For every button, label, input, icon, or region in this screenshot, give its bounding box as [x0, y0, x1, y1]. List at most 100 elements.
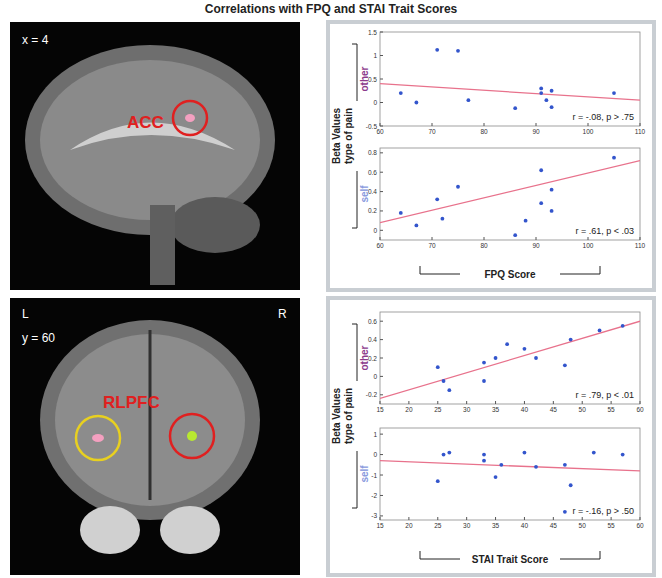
x-tick-label: 20: [405, 522, 413, 529]
x-tick: [611, 517, 612, 520]
point: [550, 105, 554, 109]
x-tick-label: 30: [463, 522, 471, 529]
x-tick-label: 60: [636, 406, 644, 413]
roi-circle: [170, 414, 214, 458]
cerebellum: [170, 197, 260, 253]
activation-blob: [185, 114, 195, 122]
brain-shape: [40, 320, 260, 520]
x-tick: [484, 237, 485, 240]
y-tick-label: 0.2: [368, 207, 377, 214]
x-tick: [582, 401, 583, 404]
point: [442, 379, 446, 383]
x-tick-label: 55: [607, 522, 615, 529]
point: [539, 168, 543, 172]
y-tick-label: -3: [371, 512, 377, 519]
x-tick: [484, 123, 485, 126]
x-tick-label: 15: [376, 522, 384, 529]
y-sublabel: type of pain: [343, 388, 354, 444]
figure-title: Correlations with FPQ and STAI Trait Sco…: [205, 2, 458, 16]
point: [447, 388, 451, 392]
x-tick: [640, 123, 641, 126]
scatter-chart: 15202530354045505560-3-2-101r = -.16, p …: [359, 428, 644, 529]
point: [563, 510, 567, 514]
y-tick: [380, 495, 383, 496]
annotation: r = .61, p < .03: [575, 226, 634, 236]
fit-line: [380, 161, 640, 223]
point: [569, 338, 573, 342]
x-tick-label: 50: [579, 406, 587, 413]
brain-bg: [10, 298, 300, 575]
point: [456, 185, 460, 189]
series-label: self: [359, 185, 370, 203]
brain-bg: [10, 22, 300, 290]
x-tick-label: 50: [579, 522, 587, 529]
activation-blob: [187, 431, 197, 441]
y-tick: [380, 102, 383, 103]
x-tick: [380, 401, 381, 404]
data-group: [380, 321, 640, 398]
y-tick: [380, 376, 383, 377]
y-tick: [380, 358, 383, 359]
x-tick-label: 35: [492, 522, 500, 529]
point: [550, 209, 554, 213]
plot-frame: [380, 32, 640, 126]
point: [563, 363, 567, 367]
x-tick: [588, 237, 589, 240]
point: [523, 347, 527, 351]
y-tick: [380, 434, 383, 435]
series-label: self: [359, 465, 370, 483]
point: [592, 451, 596, 455]
x-label: STAI Trait Score: [472, 554, 549, 565]
annotation: r = -.16, p > .50: [572, 506, 634, 516]
y-tick: [380, 515, 383, 516]
point: [415, 224, 419, 228]
brain-coronal: LRy = 60RLPFC: [10, 298, 300, 575]
roi-circle: [173, 101, 207, 135]
region-label: ACC: [127, 113, 164, 132]
scatter-chart: 15202530354045505560-0.200.20.40.6r = .7…: [359, 312, 644, 413]
scatter-chart: 6070809010011000.20.40.60.8r = .61, p < …: [359, 148, 646, 249]
point: [539, 201, 543, 205]
point: [545, 98, 549, 102]
bracket: [352, 44, 357, 228]
x-tick-label: 90: [532, 242, 540, 249]
y-tick: [380, 126, 383, 127]
x-tick: [495, 517, 496, 520]
x-tick: [432, 123, 433, 126]
point: [435, 197, 439, 201]
x-tick: [495, 401, 496, 404]
y-label: Beta Values: [331, 387, 342, 444]
point: [534, 465, 538, 469]
point: [436, 479, 440, 483]
y-tick-label: 0.6: [368, 169, 377, 176]
point: [482, 379, 486, 383]
point: [505, 342, 509, 346]
x-tick: [553, 517, 554, 520]
panel-frame: [328, 22, 654, 290]
y-tick-label: 0.8: [368, 149, 377, 156]
x-tick-label: 30: [463, 406, 471, 413]
point: [467, 98, 471, 102]
point: [598, 329, 602, 333]
point: [494, 356, 498, 360]
point: [482, 361, 486, 365]
y-tick: [380, 79, 383, 80]
x-tick-label: 110: [635, 128, 646, 135]
x-tick-label: 45: [550, 406, 558, 413]
x-tick: [437, 517, 438, 520]
point: [499, 463, 503, 467]
y-tick: [380, 339, 383, 340]
y-tick-label: 0: [373, 373, 377, 380]
x-tick-label: 70: [428, 242, 436, 249]
x-tick: [408, 401, 409, 404]
x-tick: [380, 237, 381, 240]
x-tick-label: 60: [376, 242, 384, 249]
x-tick-label: 60: [376, 128, 384, 135]
y-sublabel: type of pain: [343, 108, 354, 164]
point: [494, 475, 498, 479]
y-tick-label: -0.5: [366, 123, 378, 130]
plot-frame: [380, 148, 640, 240]
x-tick: [432, 237, 433, 240]
x-tick-label: 80: [480, 242, 488, 249]
x-tick: [380, 517, 381, 520]
